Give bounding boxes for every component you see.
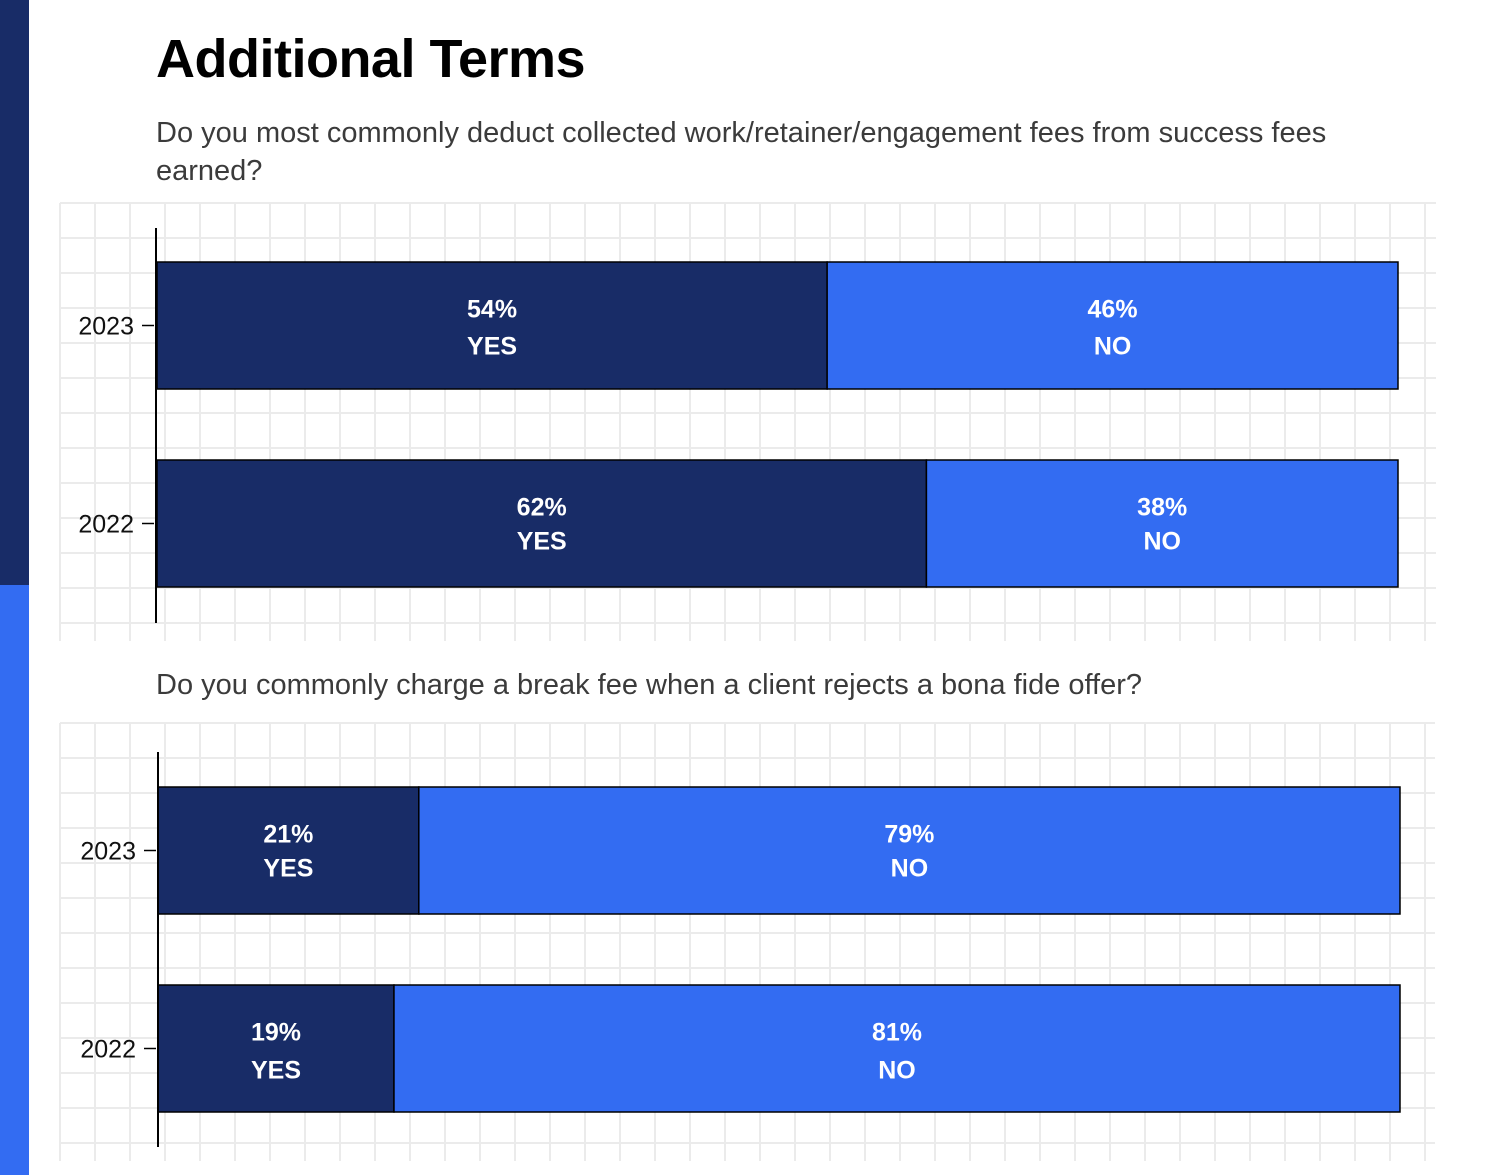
y-tick-label-2022: 2022 — [78, 511, 134, 539]
series-label-no-2022: NO — [878, 1057, 916, 1085]
data-label-no-2023: 46% — [1088, 296, 1138, 324]
chart-2: 21% YES 79% NO 2023 19% YES 81% NO 2022 — [59, 722, 1435, 1161]
bar-yes-2022 — [156, 459, 928, 588]
chart-1: 54% YES 46% NO 2023 62% YES 38% NO 2022 — [59, 202, 1436, 641]
bar-no-2023 — [418, 786, 1401, 915]
series-label-yes-2023: YES — [263, 855, 313, 883]
series-label-yes-2022: YES — [251, 1057, 301, 1085]
y-tick-label-2023: 2023 — [78, 313, 134, 341]
y-tick-label-2023: 2023 — [80, 838, 136, 866]
data-label-no-2022: 81% — [872, 1019, 922, 1047]
chart-2-question: Do you commonly charge a break fee when … — [156, 669, 1143, 701]
side-accent-bar-bright — [0, 585, 29, 1175]
bar-yes-2023 — [157, 786, 420, 915]
y-tick-label-2022: 2022 — [80, 1036, 136, 1064]
series-label-no-2023: NO — [1094, 333, 1132, 361]
series-label-no-2023: NO — [891, 855, 929, 883]
page-title: Additional Terms — [156, 29, 586, 89]
bar-yes-2022 — [157, 984, 395, 1113]
bar-no-2022 — [925, 459, 1399, 588]
data-label-no-2023: 79% — [884, 821, 934, 849]
series-label-yes-2023: YES — [467, 333, 517, 361]
bar-no-2023 — [826, 261, 1399, 390]
side-accent-bar-dark — [0, 0, 29, 585]
data-label-yes-2022: 62% — [517, 494, 567, 522]
bar-no-2022 — [393, 984, 1401, 1113]
chart-1-question: Do you most commonly deduct collected wo… — [156, 117, 1327, 187]
data-label-yes-2022: 19% — [251, 1019, 301, 1047]
bar-yes-2023 — [156, 261, 828, 390]
data-label-yes-2023: 54% — [467, 296, 517, 324]
series-label-no-2022: NO — [1143, 528, 1181, 556]
series-label-yes-2022: YES — [517, 528, 567, 556]
data-label-no-2022: 38% — [1137, 494, 1187, 522]
data-label-yes-2023: 21% — [263, 821, 313, 849]
